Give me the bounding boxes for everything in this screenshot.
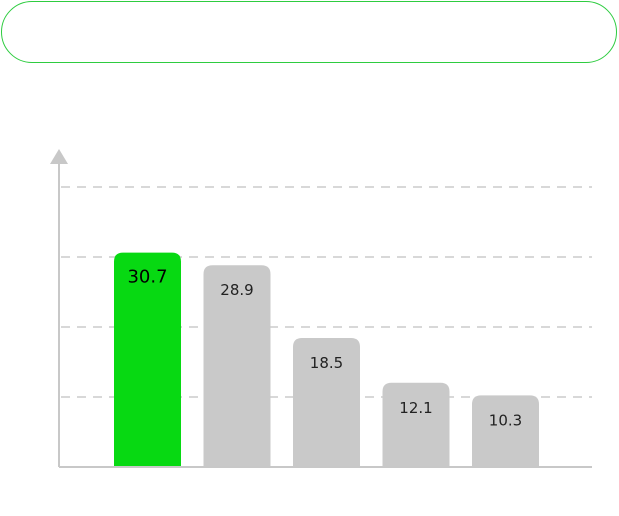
bar-value-label: 18.5 [310,354,343,372]
y-axis-arrow-icon [50,149,68,164]
bar [293,338,360,467]
bar [114,252,181,467]
header-pill [1,1,617,63]
bar-value-label: 30.7 [127,267,167,288]
bar-value-label: 12.1 [399,399,432,417]
bar-value-label: 28.9 [220,281,253,299]
bar [382,382,450,467]
bar [203,265,271,467]
bar [472,395,539,467]
bar-value-label: 10.3 [489,411,522,429]
